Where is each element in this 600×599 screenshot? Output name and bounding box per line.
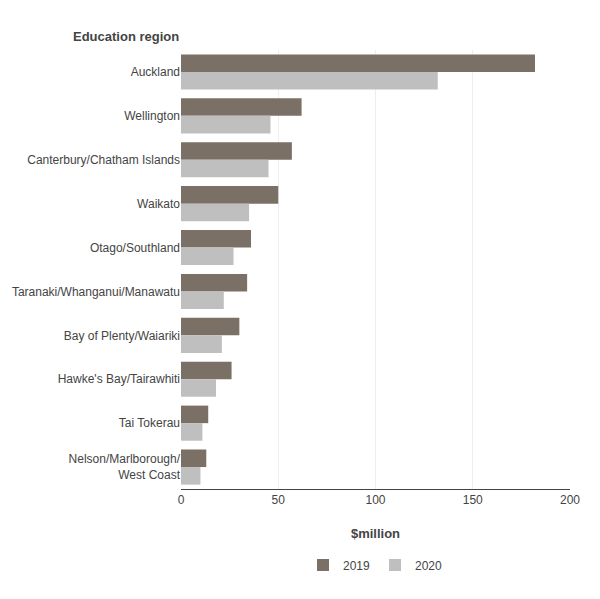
svg-text:Bay of Plenty/Waiariki: Bay of Plenty/Waiariki: [64, 329, 180, 343]
svg-text:Auckland: Auckland: [131, 65, 180, 79]
svg-text:Otago/Southland: Otago/Southland: [90, 241, 180, 255]
svg-text:0: 0: [178, 493, 185, 507]
svg-text:100: 100: [365, 493, 385, 507]
svg-text:Waikato: Waikato: [137, 197, 180, 211]
svg-text:Tai Tokerau: Tai Tokerau: [119, 416, 180, 430]
svg-text:Canterbury/Chatham Islands: Canterbury/Chatham Islands: [27, 153, 180, 167]
svg-text:50: 50: [272, 493, 286, 507]
svg-text:150: 150: [463, 493, 483, 507]
svg-text:$million: $million: [351, 526, 400, 541]
svg-text:Taranaki/Whanganui/Manawatu: Taranaki/Whanganui/Manawatu: [12, 285, 180, 299]
svg-text:2019: 2019: [343, 559, 370, 573]
svg-text:Hawke's Bay/Tairawhiti: Hawke's Bay/Tairawhiti: [58, 372, 180, 386]
svg-text:Education region: Education region: [73, 29, 179, 44]
svg-text:Wellington: Wellington: [124, 109, 180, 123]
svg-text:200: 200: [560, 493, 580, 507]
svg-text:2020: 2020: [415, 559, 442, 573]
svg-text:Nelson/Marlborough/West Coast: Nelson/Marlborough/West Coast: [69, 452, 181, 482]
